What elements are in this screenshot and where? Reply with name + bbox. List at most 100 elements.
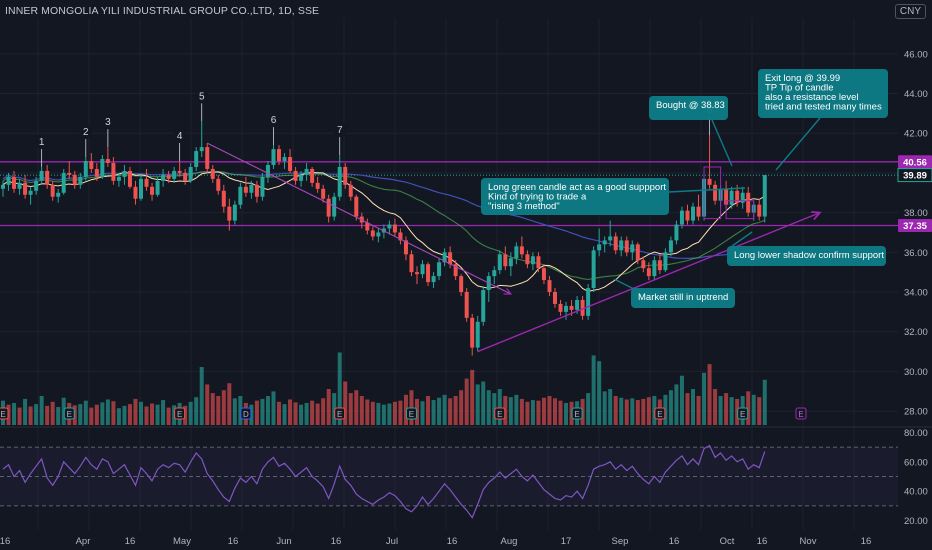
volume-bar: [359, 396, 364, 425]
candle-body: [426, 264, 431, 283]
candle-body: [216, 178, 221, 191]
volume-bar: [403, 394, 408, 425]
volume-bar: [216, 396, 221, 425]
candle-body: [757, 204, 762, 217]
volume-bar: [536, 400, 541, 425]
volume-bar: [641, 398, 646, 425]
volume-bar: [597, 361, 602, 425]
candle-body: [232, 204, 237, 221]
rsi-band-fill: [0, 447, 898, 506]
annotation-text: Exit long @ 39.99: [765, 73, 840, 84]
candle-body: [415, 272, 419, 275]
wave-arrow-line: [206, 142, 511, 294]
candle-body: [45, 170, 50, 185]
wave-label-bg: [101, 115, 114, 129]
volume-bar: [635, 400, 640, 425]
candle-body: [161, 174, 166, 181]
volume-bar: [608, 389, 613, 425]
candle-body: [183, 172, 188, 181]
candle-body: [150, 186, 155, 195]
candle-body: [740, 192, 745, 203]
volume-bar: [50, 401, 55, 425]
candle-body: [133, 186, 138, 199]
volume-bar: [183, 405, 188, 425]
event-marker: [405, 407, 417, 420]
volume-bar: [381, 404, 386, 425]
volume-bar: [254, 400, 259, 425]
time-tick-label: 16: [125, 536, 136, 547]
volume-bar: [210, 393, 215, 425]
candle-body: [481, 290, 486, 322]
time-tick-label: 16: [669, 536, 680, 547]
candle-body: [497, 254, 502, 271]
candle-body: [547, 280, 552, 293]
candle-body: [282, 157, 287, 162]
volume-bar: [519, 398, 524, 425]
candle-body: [586, 288, 591, 316]
candle-body: [420, 264, 425, 275]
candle-body: [337, 166, 342, 197]
candle-body: [23, 182, 28, 195]
candle-body: [100, 159, 105, 177]
volume-bar: [426, 396, 431, 425]
wave-label: 4: [177, 131, 183, 142]
volume-bar: [481, 381, 486, 425]
volume-bar: [56, 407, 61, 425]
volume-bar: [332, 393, 337, 425]
time-tick-label: 16: [228, 536, 239, 547]
candle-body: [177, 170, 182, 173]
volume-bar: [475, 384, 480, 425]
candle-body: [172, 170, 177, 179]
candle-body: [105, 159, 110, 163]
candle-body: [679, 210, 684, 225]
volume-bar: [376, 402, 381, 425]
candle-body: [541, 268, 546, 281]
volume-bar: [139, 401, 143, 425]
candle-body: [508, 258, 513, 267]
volume-bar: [12, 402, 17, 425]
annotation-text: Long green candle act as a good suppport: [488, 182, 666, 193]
volume-bar: [646, 397, 651, 425]
annotation-box: [727, 246, 886, 266]
volume-bar: [6, 404, 11, 425]
volume-bar: [762, 379, 767, 425]
wave-label-bg: [79, 125, 92, 139]
candle-body: [83, 161, 88, 177]
volume-bar: [663, 394, 668, 425]
volume-bar: [437, 397, 442, 425]
candle-body: [475, 321, 480, 348]
candle-body: [514, 246, 519, 259]
volume-bar: [304, 402, 309, 425]
candle-body: [50, 184, 55, 197]
price-tick-label: 44.00: [904, 89, 928, 100]
candle-body: [409, 254, 414, 273]
volume-bar: [133, 398, 138, 425]
volume-bar: [89, 407, 94, 425]
rsi-tick-label: 60.00: [904, 457, 928, 468]
candle-body: [724, 188, 729, 205]
volume-bar: [514, 394, 519, 425]
price-badge-bg: [898, 155, 932, 169]
candle-body: [348, 184, 353, 197]
candle-body: [194, 151, 199, 167]
volume-bar: [553, 398, 557, 425]
volume-bar: [613, 396, 618, 425]
volume-bar: [321, 398, 326, 425]
price-badge-label: 40.56: [903, 157, 927, 168]
volume-bar: [150, 403, 155, 425]
price-tick-label: 34.00: [904, 288, 928, 299]
candle-body: [442, 252, 447, 263]
volume-bar: [602, 391, 607, 425]
price-badge-bg: [898, 219, 932, 233]
time-tick-label: 16: [0, 536, 10, 547]
volume-bar: [431, 400, 436, 425]
volume-bar: [127, 404, 132, 425]
candle-body: [668, 240, 673, 253]
price-axis: 28.00 30.00 32.00 34.00 36.00 38.00 40.00 42.00…: [897, 49, 932, 527]
candle-group-box: [703, 166, 722, 220]
volume-bar: [72, 405, 77, 425]
candle-body: [663, 252, 668, 271]
currency-badge[interactable]: CNY: [894, 4, 926, 19]
volume-bar: [453, 396, 458, 425]
